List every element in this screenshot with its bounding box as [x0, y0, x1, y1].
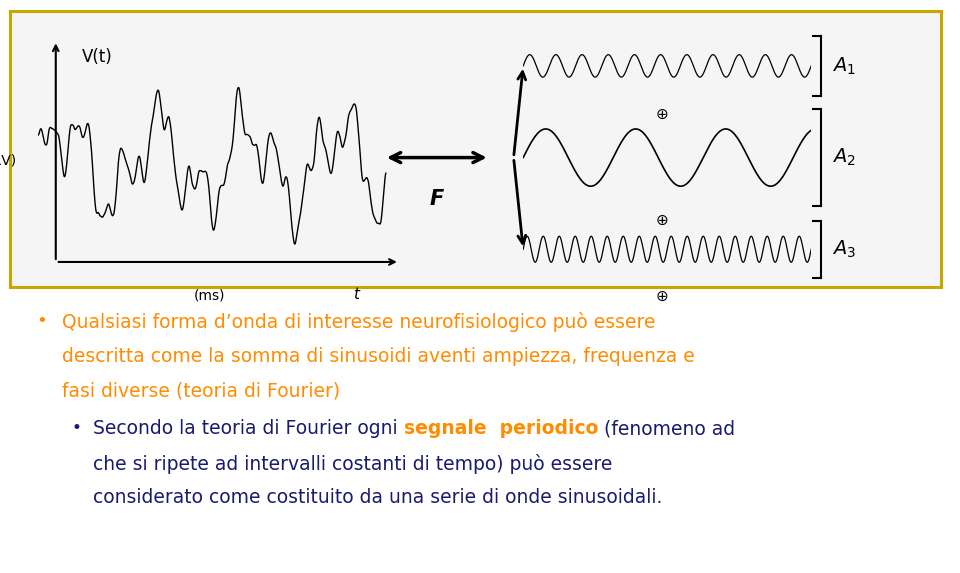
Text: descritta come la somma di sinusoidi aventi ampiezza, frequenza e: descritta come la somma di sinusoidi ave… — [62, 347, 695, 366]
Text: che si ripete ad intervalli costanti di tempo) può essere: che si ripete ad intervalli costanti di … — [93, 454, 612, 474]
Text: $A_2$: $A_2$ — [832, 147, 856, 168]
Text: fasi diverse (teoria di Fourier): fasi diverse (teoria di Fourier) — [62, 381, 341, 400]
Text: Qualsiasi forma d’onda di interesse neurofisiologico può essere: Qualsiasi forma d’onda di interesse neur… — [62, 312, 656, 332]
Text: segnale  periodico: segnale periodico — [404, 419, 598, 438]
Text: $A_3$: $A_3$ — [832, 238, 856, 260]
Text: $A_1$: $A_1$ — [832, 55, 856, 77]
Text: (ms): (ms) — [194, 288, 226, 303]
Text: V(t): V(t) — [83, 48, 113, 66]
Text: Secondo la teoria di Fourier ogni: Secondo la teoria di Fourier ogni — [93, 419, 404, 438]
Text: F: F — [430, 189, 444, 209]
Text: t: t — [352, 287, 359, 303]
Bar — [10, 11, 941, 286]
Text: ⊕: ⊕ — [656, 213, 669, 228]
Text: (fenomeno ad: (fenomeno ad — [598, 419, 735, 438]
Text: •: • — [72, 419, 82, 437]
Text: considerato come costituito da una serie di onde sinusoidali.: considerato come costituito da una serie… — [93, 488, 662, 507]
Text: ⊕: ⊕ — [656, 289, 669, 304]
Text: •: • — [36, 312, 47, 330]
Text: (μV): (μV) — [0, 154, 16, 168]
Text: ⊕: ⊕ — [656, 107, 669, 122]
